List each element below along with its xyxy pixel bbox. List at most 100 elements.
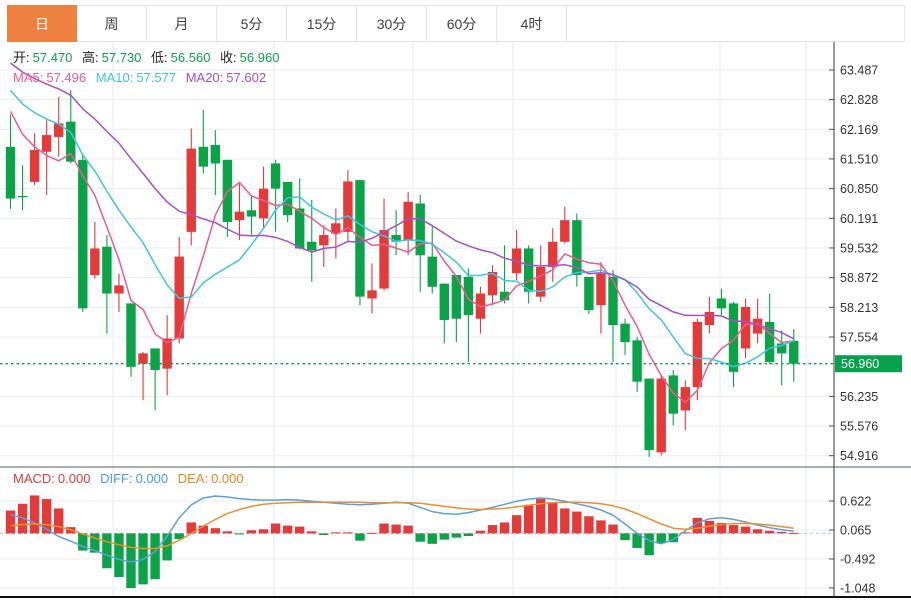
close-label: 收:: [220, 50, 237, 65]
macd-bar: [307, 531, 317, 534]
tabbar-filler: [567, 5, 905, 42]
ma20-line: [10, 62, 795, 340]
macd-bar: [439, 533, 449, 540]
macd-bar: [367, 532, 377, 534]
macd-bar: [463, 533, 474, 536]
macd-bar: [656, 533, 666, 544]
macd-bar: [789, 532, 799, 534]
candle-body: [499, 291, 510, 301]
macd-bar: [5, 510, 16, 534]
candle-body: [78, 159, 88, 309]
tab-15min[interactable]: 15分: [287, 5, 357, 42]
macd-label: MACD:: [13, 471, 55, 486]
candle-body: [355, 180, 365, 297]
candle-body: [728, 303, 739, 372]
macd-bar: [704, 520, 715, 534]
macd-bar: [162, 533, 172, 561]
candle-body: [632, 340, 642, 382]
price-tick-label: 55.576: [840, 419, 878, 433]
candle-body: [379, 230, 389, 289]
candle-body: [162, 338, 172, 369]
macd-bar: [319, 533, 329, 535]
macd-histogram: [5, 495, 799, 588]
price-tick-label: 59.532: [840, 241, 878, 255]
open-label: 开:: [13, 50, 30, 65]
dea-label: DEA:: [177, 471, 209, 486]
tab-month[interactable]: 月: [147, 5, 217, 42]
tab-5min[interactable]: 5分: [217, 5, 287, 42]
ma5-label: MA5:: [13, 70, 44, 85]
tab-week[interactable]: 周: [77, 5, 147, 42]
macd-bar: [415, 533, 425, 542]
candle-body: [427, 256, 437, 287]
macd-value: 0.000: [57, 471, 91, 486]
candle-body: [343, 181, 353, 232]
candle-body: [487, 271, 498, 296]
price-tick-label: 61.510: [840, 152, 878, 166]
timeframe-tabbar: 日 周 月 5分 15分 30分 60分 4时: [7, 5, 905, 42]
macd-bar: [210, 528, 221, 534]
macd-bar: [78, 533, 88, 551]
macd-bar: [126, 533, 136, 588]
candle-body: [415, 203, 425, 256]
macd-bar: [644, 533, 654, 556]
macd-bar: [198, 525, 208, 534]
candle-body: [126, 303, 136, 367]
macd-bar: [572, 511, 582, 534]
tab-4hour[interactable]: 4时: [497, 5, 567, 42]
macd-bar: [475, 530, 486, 534]
candle-body: [5, 146, 16, 199]
macd-bar: [451, 533, 462, 538]
ma10-line: [9, 89, 795, 368]
candle-body: [704, 311, 715, 326]
macd-bar: [680, 532, 690, 534]
ma20-value: 57.602: [226, 70, 267, 85]
macd-tick-label: -1.048: [840, 581, 875, 595]
price-tick-label: 57.554: [840, 330, 878, 344]
macd-bar: [391, 524, 401, 534]
candle-body: [66, 121, 76, 162]
price-tick-label: 63.487: [840, 64, 878, 78]
macd-bar: [764, 530, 775, 534]
candle-body: [620, 323, 630, 343]
macd-bar: [716, 523, 727, 534]
dea-value: 0.000: [211, 471, 244, 486]
ma20-label: MA20:: [185, 70, 224, 85]
close-value: 56.960: [239, 50, 280, 65]
macd-bar: [499, 522, 510, 534]
macd-bar: [536, 499, 546, 534]
ma5-line: [9, 111, 794, 403]
macd-bar: [692, 517, 703, 534]
macd-bar: [54, 508, 64, 534]
macd-tick-label: 0.065: [840, 524, 871, 538]
candle-body: [668, 375, 678, 414]
tab-day[interactable]: 日: [7, 5, 77, 42]
current-price-badge-text: 56.960: [841, 357, 879, 371]
macd-bar: [403, 525, 413, 534]
macd-bar: [234, 533, 245, 535]
candle-body: [692, 321, 703, 388]
tab-30min[interactable]: 30分: [357, 5, 427, 42]
macd-bar: [102, 533, 112, 569]
price-tick-label: 54.916: [840, 449, 878, 463]
tab-60min[interactable]: 60分: [427, 5, 497, 42]
macd-bar: [90, 533, 100, 553]
price-tick-label: 62.828: [840, 93, 878, 107]
candle-body: [319, 235, 329, 246]
macd-bar: [632, 533, 642, 548]
macd-bar: [511, 515, 522, 534]
candle-body: [680, 387, 690, 411]
chart-canvas[interactable]: 63.487 62.828 62.169 61.510 60.850 60.191 59.5…: [0, 40, 911, 602]
candle-body: [716, 298, 727, 309]
macd-bar: [728, 525, 739, 534]
macd-bar: [246, 530, 257, 534]
price-tick-label: 62.169: [840, 123, 878, 137]
price-tick-label: 56.235: [840, 390, 878, 404]
candle-body: [752, 318, 763, 334]
low-label: 低:: [151, 50, 168, 65]
ma-legend: MA5: 57.496 MA10: 57.577 MA20: 57.602: [13, 70, 272, 85]
macd-bar: [523, 504, 534, 534]
macd-bar: [560, 508, 570, 534]
open-value: 57.470: [32, 50, 73, 65]
candle-body: [656, 378, 666, 453]
